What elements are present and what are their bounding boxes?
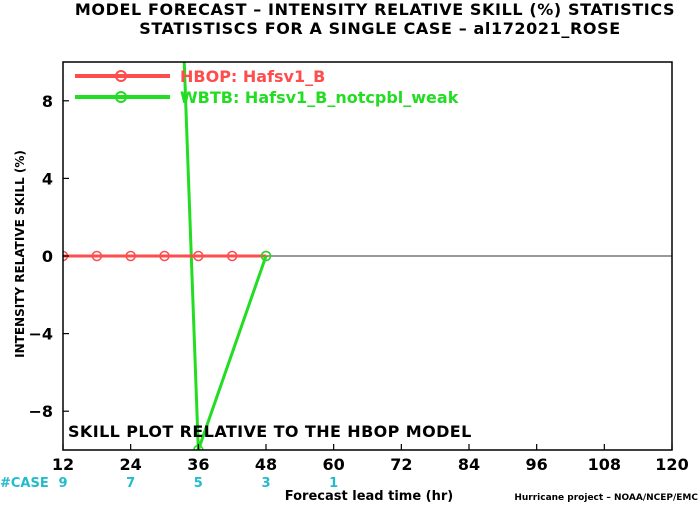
series-point (193, 250, 204, 262)
chart-title: MODEL FORECAST – INTENSITY RELATIVE SKIL… (75, 0, 675, 19)
chart-subtitle: STATISTISCS FOR A SINGLE CASE – al172021… (139, 19, 621, 38)
y-tick-label: 8 (42, 92, 53, 111)
case-count: 7 (126, 476, 135, 491)
x-tick-label: 84 (458, 455, 480, 474)
skill-annotation: SKILL PLOT RELATIVE TO THE HBOP MODEL (68, 422, 472, 441)
y-tick-label: −8 (28, 402, 53, 421)
series-point (260, 250, 272, 262)
legend-marker-0 (115, 70, 127, 82)
series-point (226, 250, 238, 262)
series-line-1 (196, 255, 268, 450)
y-tick-label: −4 (28, 325, 53, 344)
x-tick-label: 48 (255, 455, 277, 474)
x-tick-label: 36 (187, 455, 209, 474)
credit-text: Hurricane project – NOAA/NCEP/EMC (514, 493, 698, 503)
x-tick-label: 24 (120, 455, 142, 474)
y-axis-label: INTENSITY RELATIVE SKILL (%) (13, 150, 27, 358)
series-point (91, 250, 103, 262)
x-tick-label: 108 (588, 455, 621, 474)
legend-marker-1 (115, 91, 127, 103)
x-tick-label: 60 (323, 455, 345, 474)
y-tick-label: 0 (42, 247, 53, 266)
case-label: #CASE (0, 476, 49, 491)
legend-label-0: HBOP: Hafsv1_B (180, 67, 325, 86)
case-count: 3 (261, 476, 270, 491)
legend-label-1: WBTB: Hafsv1_B_notcpbl_weak (180, 88, 459, 107)
x-tick-label: 120 (655, 455, 688, 474)
x-tick-label: 96 (526, 455, 548, 474)
case-count: 5 (194, 476, 203, 491)
x-tick-label: 72 (390, 455, 412, 474)
series-point (159, 250, 170, 262)
y-tick-label: 4 (42, 169, 53, 188)
series-point (125, 250, 136, 262)
series-group (63, 62, 272, 450)
case-count: 9 (58, 476, 67, 491)
plot-area: HBOP: Hafsv1_B WBTB: Hafsv1_B_notcpbl_wea… (28, 61, 689, 491)
x-tick-label: 12 (52, 455, 74, 474)
x-axis-label: Forecast lead time (hr) (285, 489, 453, 504)
case-count: 1 (329, 476, 338, 491)
